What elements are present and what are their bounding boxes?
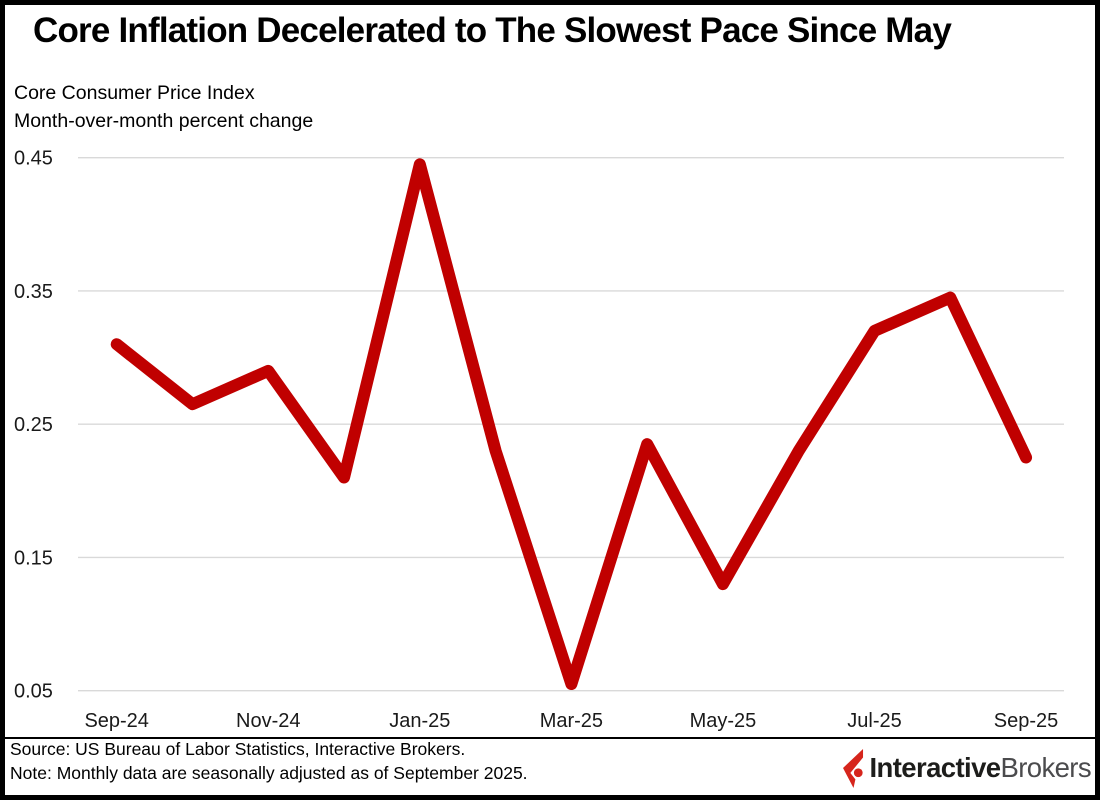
brand-name: InteractiveBrokers: [869, 752, 1091, 784]
y-tick-label: 0.45: [14, 148, 53, 170]
brand-name-light: Brokers: [1000, 752, 1091, 783]
interactive-brokers-mark-icon: [843, 748, 864, 788]
footer-divider: [5, 737, 1095, 739]
y-tick-label: 0.15: [14, 547, 53, 569]
x-tick-label: Jan-25: [389, 710, 450, 732]
brand-name-bold: Interactive: [869, 752, 1001, 783]
core-cpi-line: [110, 158, 1033, 691]
x-tick-label: Jul-25: [847, 710, 901, 732]
y-tick-label: 0.05: [14, 681, 53, 703]
x-tick-label: Sep-24: [84, 710, 149, 732]
footer-notes: Source: US Bureau of Labor Statistics, I…: [10, 738, 528, 785]
x-tick-label: Mar-25: [540, 710, 603, 732]
subtitle-line-1: Core Consumer Price Index: [14, 82, 255, 104]
y-tick-label: 0.25: [14, 414, 53, 436]
x-tick-label: Sep-25: [994, 710, 1059, 732]
interactive-brokers-logo: InteractiveBrokers: [841, 748, 1092, 788]
x-tick-label: Nov-24: [236, 710, 300, 732]
chart-title: Core Inflation Decelerated to The Slowes…: [33, 11, 952, 50]
x-tick-label: May-25: [690, 710, 757, 732]
y-tick-label: 0.35: [14, 281, 53, 303]
subtitle-line-2: Month-over-month percent change: [14, 110, 314, 132]
chart-subtitle: Core Consumer Price Index Month-over-mon…: [14, 79, 313, 135]
source-text: Source: US Bureau of Labor Statistics, I…: [10, 739, 466, 759]
note-text: Note: Monthly data are seasonally adjust…: [10, 762, 528, 783]
